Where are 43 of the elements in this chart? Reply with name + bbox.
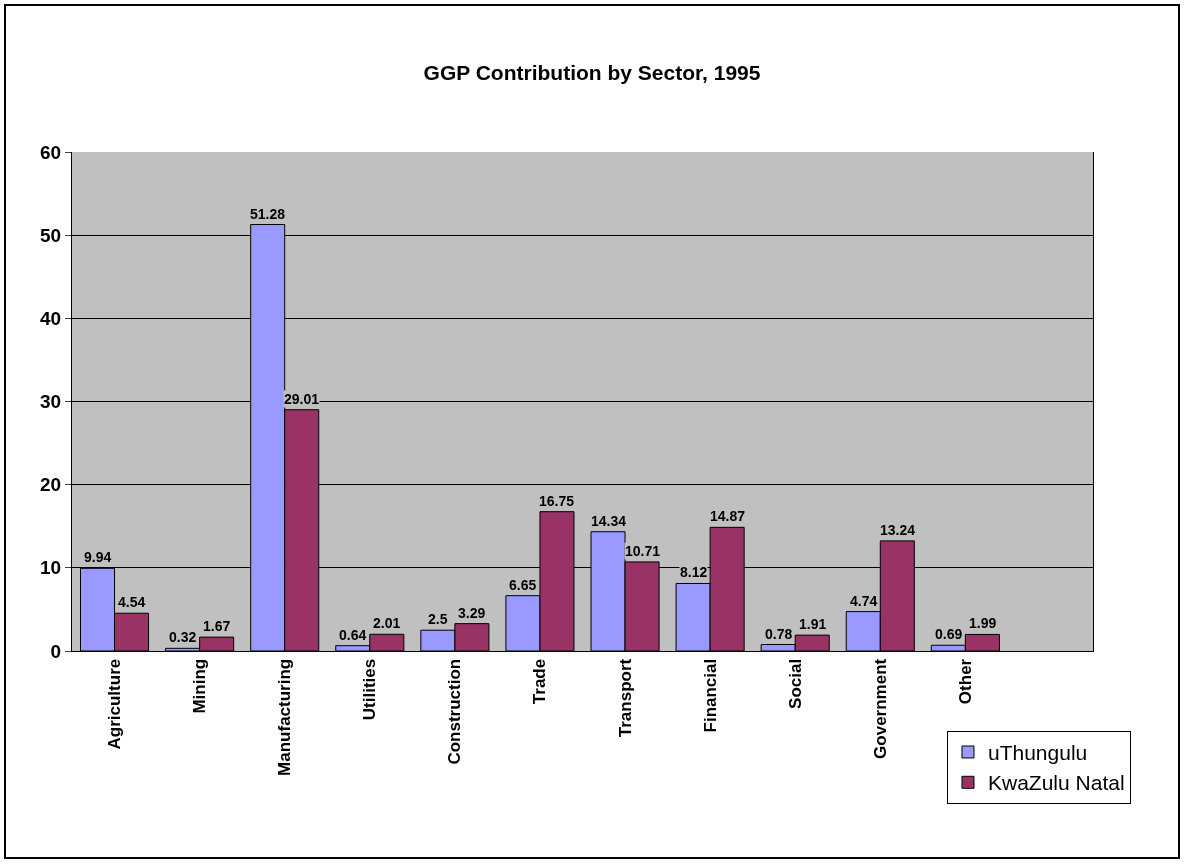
data-label: 16.75: [539, 493, 575, 509]
data-label: 1.91: [799, 616, 827, 632]
x-tick-label: Mining: [190, 658, 210, 714]
y-tick-label: 40: [40, 307, 62, 329]
x-tick-label: Government: [870, 658, 890, 759]
data-label: 10.71: [625, 543, 661, 559]
data-label: 6.65: [509, 577, 537, 593]
x-tick-label: Manufacturing: [275, 658, 295, 776]
legend-label: uThungulu: [988, 741, 1088, 765]
y-tick-label: 60: [40, 141, 62, 163]
data-label: 14.87: [710, 508, 746, 524]
x-tick-label: Trade: [530, 658, 550, 705]
x-tick-label: Utilities: [360, 658, 380, 721]
data-label: 1.99: [969, 615, 997, 631]
x-tick-label: Other: [955, 658, 975, 705]
legend-label: KwaZulu Natal: [988, 771, 1125, 795]
data-label: 0.78: [765, 626, 793, 642]
x-tick-label: Transport: [615, 658, 635, 738]
data-label: 3.29: [458, 605, 486, 621]
data-label: 4.74: [850, 593, 878, 609]
y-tick-label: 30: [40, 391, 62, 413]
data-label: 1.67: [203, 618, 231, 634]
data-label: 2.01: [373, 615, 401, 631]
y-tick-label: 20: [40, 474, 62, 496]
data-label: 2.5: [428, 611, 448, 627]
y-tick-label: 0: [50, 640, 62, 662]
data-label: 4.54: [118, 594, 146, 610]
y-tick-label: 10: [40, 557, 62, 579]
data-label: 0.69: [935, 626, 963, 642]
y-tick-label: 50: [40, 224, 62, 246]
x-tick-label: Construction: [445, 658, 465, 765]
data-label: 51.28: [250, 206, 286, 222]
x-tick-label: Financial: [700, 658, 720, 733]
data-label: 29.01: [284, 391, 320, 407]
data-label: 0.32: [169, 629, 197, 645]
data-label: 0.64: [339, 627, 367, 643]
x-tick-label: Social: [785, 658, 805, 709]
chart-title: GGP Contribution by Sector, 1995: [423, 61, 761, 85]
data-label: 13.24: [880, 522, 916, 538]
x-tick-label: Agriculture: [105, 658, 125, 750]
data-label: 14.34: [591, 513, 627, 529]
data-label: 8.12: [680, 564, 708, 580]
data-label: 9.94: [84, 549, 112, 565]
